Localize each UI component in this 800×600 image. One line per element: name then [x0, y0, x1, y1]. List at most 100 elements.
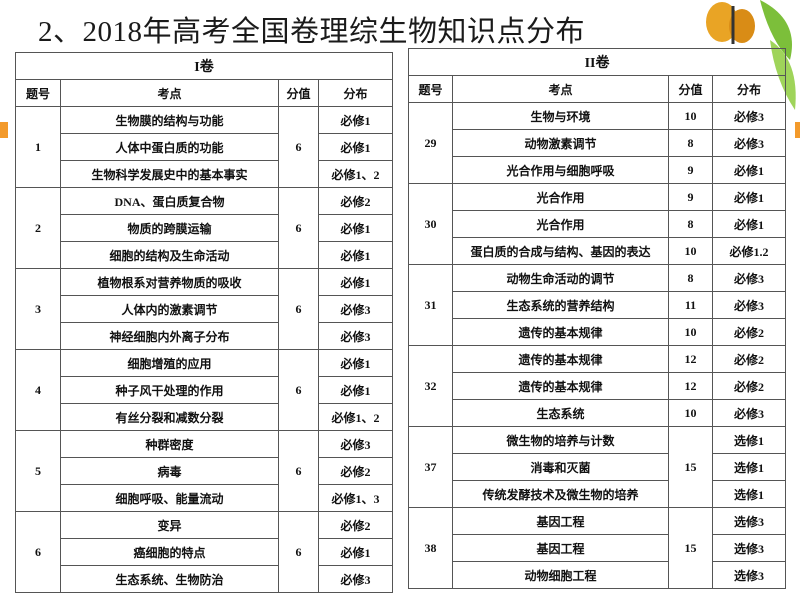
distribution-cell: 选修3 — [711, 507, 787, 535]
table-row: 人体中蛋白质的功能 必修1 — [16, 133, 394, 161]
number-cell: 6 — [15, 511, 61, 593]
table-row: 动物细胞工程 选修3 — [409, 561, 787, 589]
topic-cell: 生态系统、生物防治 — [60, 565, 279, 593]
distribution-cell: 选修3 — [711, 534, 787, 562]
table-row: 物质的跨膜运输 必修1 — [16, 214, 394, 242]
table-row: 生态系统的营养结构 11 必修3 — [409, 291, 787, 319]
data-table: II卷 题号 考点 分值 分布 29 生物与环境 10 必修3 动物激素调节 8 必修3 光合作用与细胞… — [407, 48, 787, 589]
slide-title: 2、2018年高考全国卷理综生物知识点分布 — [38, 16, 586, 48]
distribution-cell: 必修1 — [317, 376, 394, 404]
topic-cell: 种子风干处理的作用 — [60, 376, 279, 404]
topic-cell: 细胞呼吸、能量流动 — [60, 484, 279, 512]
topic-cell: 基因工程 — [452, 507, 669, 535]
score-cell: 10 — [668, 237, 713, 265]
table-row: 细胞的结构及生命活动 必修1 — [16, 241, 394, 269]
distribution-cell: 必修1 — [711, 156, 787, 184]
distribution-cell: 必修3 — [317, 295, 394, 323]
butterfly-wing — [706, 2, 738, 42]
number-cell: 37 — [408, 426, 453, 508]
score-cell: 6 — [278, 268, 319, 350]
distribution-cell: 必修1 — [317, 268, 394, 296]
distribution-cell: 必修3 — [317, 322, 394, 350]
table-row: 38 基因工程 15 选修3 — [408, 507, 787, 589]
score-cell: 11 — [668, 291, 713, 319]
topic-cell: 物质的跨膜运输 — [60, 214, 279, 242]
header-row: 题号 考点 分值 分布 — [408, 75, 787, 103]
distribution-cell: 必修1 — [711, 210, 787, 238]
topic-cell: 细胞的结构及生命活动 — [60, 241, 279, 269]
distribution-cell: 必修3 — [711, 264, 787, 292]
score-cell: 15 — [668, 507, 713, 589]
distribution-cell: 必修3 — [711, 399, 787, 427]
header-cell: 分值 — [278, 79, 319, 107]
table-title: II卷 — [407, 48, 787, 76]
score-cell: 9 — [668, 183, 713, 211]
header-cell: 考点 — [60, 79, 279, 107]
score-cell: 10 — [668, 318, 713, 346]
table-row: 人体内的激素调节 必修3 — [16, 295, 394, 323]
score-cell: 8 — [668, 129, 713, 157]
topic-cell: DNA、蛋白质复合物 — [60, 187, 279, 215]
topic-cell: 遗传的基本规律 — [452, 318, 669, 346]
header-cell: 分布 — [317, 79, 394, 107]
data-table: I卷 题号 考点 分值 分布 1 生物膜的结构与功能 6 必修1 人体中蛋白质的功能 必修1 生物科学… — [14, 52, 394, 593]
distribution-cell: 必修2 — [711, 318, 787, 346]
distribution-cell: 选修3 — [711, 561, 787, 589]
score-cell: 8 — [668, 264, 713, 292]
table-row: 细胞呼吸、能量流动 必修1、3 — [16, 484, 394, 512]
table-row: 生态系统 10 必修3 — [409, 399, 787, 427]
topic-cell: 光合作用 — [452, 183, 669, 211]
table-row: 4 细胞增殖的应用 6 必修1 — [15, 349, 394, 431]
score-cell: 10 — [668, 399, 713, 427]
distribution-cell: 必修2 — [711, 345, 787, 373]
score-cell: 10 — [668, 102, 713, 130]
topic-cell: 动物激素调节 — [452, 129, 669, 157]
table-row: 有丝分裂和减数分裂 必修1、2 — [16, 403, 394, 431]
topic-cell: 细胞增殖的应用 — [60, 349, 279, 377]
number-cell: 32 — [408, 345, 453, 427]
distribution-cell: 必修1 — [317, 538, 394, 566]
topic-cell: 植物根系对营养物质的吸收 — [60, 268, 279, 296]
topic-cell: 人体中蛋白质的功能 — [60, 133, 279, 161]
topic-cell: 消毒和灭菌 — [452, 453, 669, 481]
number-cell: 1 — [15, 106, 61, 188]
table-row: 37 微生物的培养与计数 15 选修1 — [408, 426, 787, 508]
score-cell: 12 — [668, 372, 713, 400]
distribution-cell: 必修1 — [317, 214, 394, 242]
score-cell: 6 — [278, 187, 319, 269]
table-row: 蛋白质的合成与结构、基因的表达 10 必修1.2 — [409, 237, 787, 265]
distribution-cell: 必修1 — [317, 241, 394, 269]
table-row: 29 生物与环境 10 必修3 — [408, 102, 787, 184]
topic-cell: 生态系统 — [452, 399, 669, 427]
number-cell: 4 — [15, 349, 61, 431]
distribution-cell: 必修2 — [317, 511, 394, 539]
topic-cell: 遗传的基本规律 — [452, 345, 669, 373]
topic-cell: 种群密度 — [60, 430, 279, 458]
topic-cell: 变异 — [60, 511, 279, 539]
distribution-cell: 选修1 — [711, 453, 787, 481]
topic-cell: 动物细胞工程 — [452, 561, 669, 589]
topic-cell: 遗传的基本规律 — [452, 372, 669, 400]
distribution-cell: 必修3 — [711, 291, 787, 319]
distribution-cell: 必修1、3 — [317, 484, 394, 512]
distribution-cell: 必修2 — [317, 187, 394, 215]
topic-cell: 生物科学发展史中的基本事实 — [60, 160, 279, 188]
distribution-cell: 必修1 — [317, 133, 394, 161]
distribution-cell: 必修3 — [711, 102, 787, 130]
table-body: II卷 题号 考点 分值 分布 29 生物与环境 10 必修3 动物激素调节 8 必修3 光合作用与细胞… — [407, 48, 787, 589]
topic-cell: 生态系统的营养结构 — [452, 291, 669, 319]
table-row: 1 生物膜的结构与功能 6 必修1 — [15, 106, 394, 188]
topic-cell: 人体内的激素调节 — [60, 295, 279, 323]
header-cell: 考点 — [452, 75, 669, 103]
number-cell: 31 — [408, 264, 453, 346]
distribution-cell: 必修1 — [317, 106, 394, 134]
score-cell: 12 — [668, 345, 713, 373]
topic-cell: 生物与环境 — [452, 102, 669, 130]
accent — [0, 122, 8, 138]
topic-cell: 癌细胞的特点 — [60, 538, 279, 566]
distribution-cell: 必修3 — [317, 430, 394, 458]
distribution-cell: 必修3 — [317, 565, 394, 593]
topic-cell: 光合作用与细胞呼吸 — [452, 156, 669, 184]
header-cell: 分布 — [711, 75, 787, 103]
